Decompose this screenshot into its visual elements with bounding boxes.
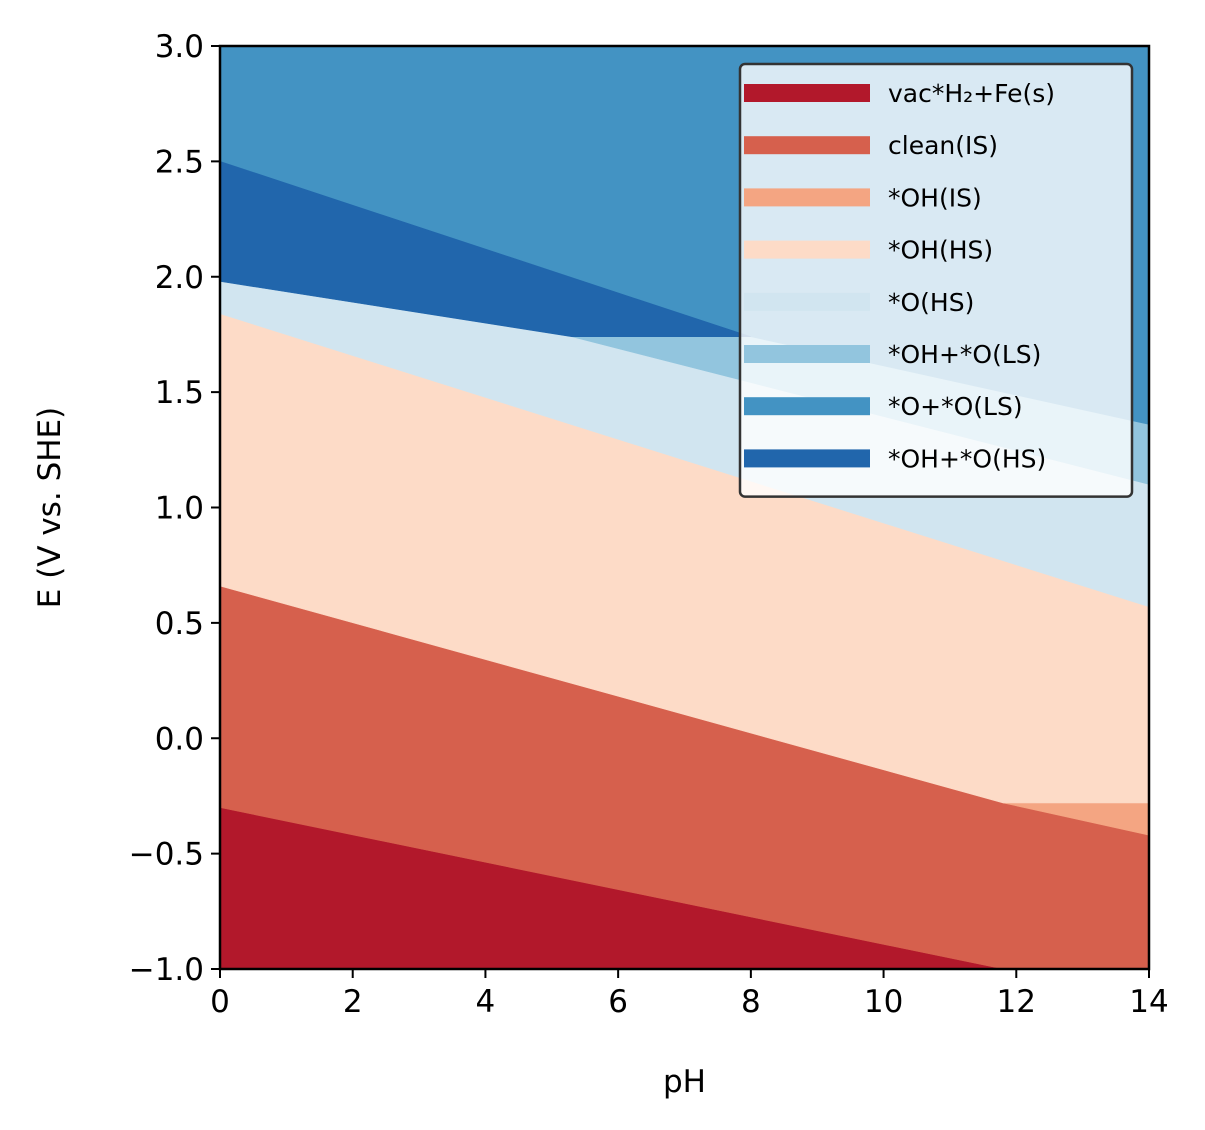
legend-swatch-o-o-ls bbox=[744, 397, 870, 416]
legend-box bbox=[738, 62, 1134, 498]
x-tick-label: 6 bbox=[608, 984, 628, 1020]
legend-swatch-clean-is bbox=[744, 136, 870, 155]
x-tick-label: 0 bbox=[210, 984, 230, 1020]
x-tick-label: 2 bbox=[343, 984, 363, 1020]
y-axis-ticks: −1.0 −0.5 0.0 0.5 1.0 1.5 2.0 2.5 3.0 bbox=[129, 29, 220, 988]
y-tick-label: 2.5 bbox=[155, 144, 204, 180]
x-axis-label: pH bbox=[663, 1064, 706, 1100]
legend-swatch-oh-is bbox=[744, 188, 870, 207]
legend-swatch-vac-h-fe-s bbox=[744, 84, 870, 102]
y-tick-label: 1.5 bbox=[155, 375, 204, 411]
legend-label-oh-is: *OH(IS) bbox=[888, 183, 982, 212]
y-tick-label: 0.0 bbox=[155, 721, 204, 757]
legend: vac*H₂+Fe(s) clean(IS) *OH(IS) *OH(HS) *O(HS… bbox=[738, 62, 1134, 498]
x-tick-label: 12 bbox=[997, 984, 1036, 1020]
x-tick-label: 10 bbox=[864, 984, 903, 1020]
legend-label-oh-o-hs: *OH+*O(HS) bbox=[888, 444, 1046, 473]
legend-label-o-hs: *O(HS) bbox=[888, 288, 974, 317]
legend-label-vac-h-fe-s: vac*H₂+Fe(s) bbox=[888, 79, 1055, 108]
legend-label-oh-o-ls: *OH+*O(LS) bbox=[888, 340, 1041, 369]
y-tick-label: −0.5 bbox=[129, 837, 204, 873]
y-axis-label: E (V vs. SHE) bbox=[32, 407, 68, 608]
x-tick-label: 8 bbox=[741, 984, 761, 1020]
legend-label-oh-hs: *OH(HS) bbox=[888, 236, 993, 265]
legend-swatch-o-hs bbox=[744, 292, 870, 311]
y-tick-label: 0.5 bbox=[155, 606, 204, 642]
legend-label-o-o-ls: *O+*O(LS) bbox=[888, 392, 1023, 421]
legend-swatch-oh-o-hs bbox=[744, 449, 870, 468]
x-axis-ticks: 0 2 4 6 8 10 12 14 bbox=[210, 969, 1169, 1020]
legend-label-clean-is: clean(IS) bbox=[888, 131, 998, 160]
y-tick-label: 3.0 bbox=[155, 29, 204, 65]
legend-swatch-oh-hs bbox=[744, 240, 870, 259]
legend-swatch-oh-o-ls bbox=[744, 345, 870, 363]
y-tick-label: 2.0 bbox=[155, 260, 204, 296]
y-tick-label: 1.0 bbox=[155, 491, 204, 527]
x-tick-label: 4 bbox=[476, 984, 496, 1020]
x-tick-label: 14 bbox=[1129, 984, 1168, 1020]
y-tick-label: −1.0 bbox=[129, 952, 204, 988]
